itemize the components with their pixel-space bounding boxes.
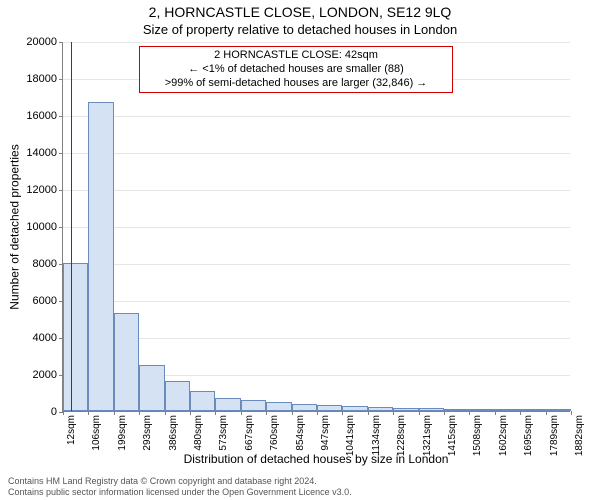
x-tick-label: 386sqm — [168, 415, 179, 451]
y-tick-label: 2000 — [33, 369, 57, 381]
bar — [165, 381, 190, 411]
x-tick-label: 12sqm — [66, 415, 77, 445]
y-tick — [59, 227, 63, 228]
bar — [139, 365, 164, 411]
bar — [520, 409, 545, 411]
x-tick-label: 199sqm — [117, 415, 128, 451]
bar — [63, 263, 88, 411]
x-tick-label: 1508sqm — [472, 415, 483, 456]
x-tick-label: 1228sqm — [396, 415, 407, 456]
y-tick-label: 16000 — [26, 110, 57, 122]
x-tick-label: 760sqm — [269, 415, 280, 451]
x-axis-label: Distribution of detached houses by size … — [62, 452, 570, 466]
marker-line — [71, 42, 72, 411]
annotation-box: 2 HORNCASTLE CLOSE: 42sqm← <1% of detach… — [139, 46, 453, 93]
y-tick-label: 0 — [51, 406, 57, 418]
y-tick-label: 8000 — [33, 258, 57, 270]
y-tick — [59, 79, 63, 80]
x-tick-label: 1789sqm — [549, 415, 560, 456]
x-tick-label: 1321sqm — [422, 415, 433, 456]
x-tick — [88, 411, 89, 415]
chart-title: 2, HORNCASTLE CLOSE, LONDON, SE12 9LQ — [0, 4, 600, 20]
bar — [215, 398, 240, 411]
x-tick — [393, 411, 394, 415]
y-tick-label: 12000 — [26, 184, 57, 196]
x-tick-label: 480sqm — [193, 415, 204, 451]
x-tick — [342, 411, 343, 415]
x-tick — [190, 411, 191, 415]
x-tick — [317, 411, 318, 415]
bar — [495, 409, 520, 411]
chart-subtitle: Size of property relative to detached ho… — [0, 22, 600, 37]
y-tick — [59, 190, 63, 191]
annotation-line: 2 HORNCASTLE CLOSE: 42sqm — [148, 49, 444, 63]
x-tick — [571, 411, 572, 415]
x-tick — [266, 411, 267, 415]
annotation-line: >99% of semi-detached houses are larger … — [148, 77, 444, 91]
bar — [241, 400, 266, 411]
x-tick-label: 106sqm — [91, 415, 102, 451]
y-tick — [59, 116, 63, 117]
plot-area: 0200040006000800010000120001400016000180… — [62, 42, 570, 412]
x-tick — [520, 411, 521, 415]
bar — [342, 406, 367, 411]
bar — [393, 408, 418, 411]
bar — [469, 409, 494, 411]
x-tick-label: 1134sqm — [371, 415, 382, 455]
x-tick — [469, 411, 470, 415]
x-tick-label: 854sqm — [295, 415, 306, 451]
bar — [292, 404, 317, 411]
x-tick — [292, 411, 293, 415]
bar — [190, 391, 215, 411]
x-tick-label: 293sqm — [142, 415, 153, 451]
y-tick-label: 18000 — [26, 73, 57, 85]
x-tick-label: 1602sqm — [498, 415, 509, 456]
x-tick — [114, 411, 115, 415]
gridline — [63, 116, 570, 117]
y-tick-label: 10000 — [26, 221, 57, 233]
annotation-line: ← <1% of detached houses are smaller (88… — [148, 63, 444, 77]
gridline — [63, 264, 570, 265]
bar — [88, 102, 113, 411]
bar — [419, 408, 444, 411]
y-tick-label: 6000 — [33, 295, 57, 307]
x-tick — [444, 411, 445, 415]
x-tick — [165, 411, 166, 415]
x-tick — [139, 411, 140, 415]
footer-line-1: Contains HM Land Registry data © Crown c… — [8, 476, 592, 487]
x-tick — [495, 411, 496, 415]
bar — [444, 409, 469, 411]
x-tick-label: 667sqm — [244, 415, 255, 451]
x-tick — [546, 411, 547, 415]
x-tick — [215, 411, 216, 415]
gridline — [63, 227, 570, 228]
bar — [546, 409, 571, 411]
x-tick-label: 573sqm — [218, 415, 229, 451]
footer-line-2: Contains public sector information licen… — [8, 487, 592, 498]
gridline — [63, 190, 570, 191]
bar — [114, 313, 139, 411]
x-tick — [368, 411, 369, 415]
x-tick-label: 1041sqm — [345, 415, 356, 456]
x-tick-label: 1695sqm — [523, 415, 534, 456]
y-tick-label: 14000 — [26, 147, 57, 159]
bar — [317, 405, 342, 411]
gridline — [63, 42, 570, 43]
x-tick — [419, 411, 420, 415]
y-tick-label: 4000 — [33, 332, 57, 344]
gridline — [63, 153, 570, 154]
footer-attribution: Contains HM Land Registry data © Crown c… — [8, 476, 592, 498]
y-axis-label: Number of detached properties — [8, 42, 22, 412]
bar — [266, 402, 291, 411]
x-tick-label: 1882sqm — [574, 415, 585, 456]
x-tick — [241, 411, 242, 415]
y-tick — [59, 42, 63, 43]
y-tick-label: 20000 — [26, 36, 57, 48]
x-tick-label: 1415sqm — [447, 415, 458, 456]
y-tick — [59, 153, 63, 154]
x-tick-label: 947sqm — [320, 415, 331, 451]
bar — [368, 407, 393, 411]
gridline — [63, 301, 570, 302]
x-tick — [63, 411, 64, 415]
